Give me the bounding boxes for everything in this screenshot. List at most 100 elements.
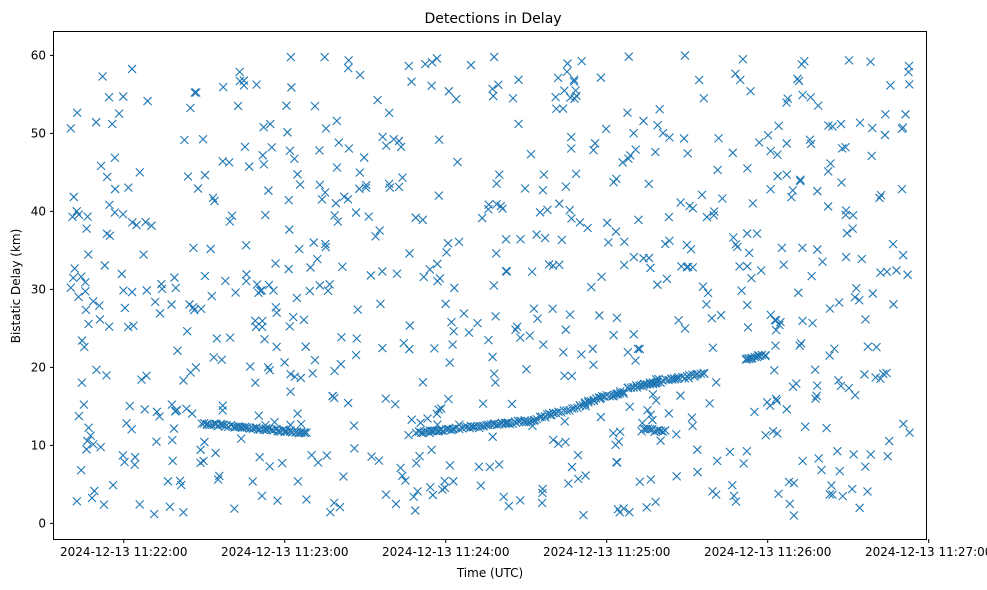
data-point <box>905 428 914 438</box>
data-point <box>714 133 724 143</box>
data-point <box>441 299 451 309</box>
data-point <box>405 249 414 258</box>
data-point <box>748 199 758 208</box>
data-point <box>315 146 324 155</box>
data-point <box>629 329 639 339</box>
data-point <box>756 266 766 275</box>
data-point <box>82 436 92 446</box>
x-axis-label: Time (UTC) <box>456 566 523 580</box>
data-point <box>501 266 511 276</box>
data-point <box>811 394 820 404</box>
data-point <box>127 424 137 434</box>
data-point <box>74 292 83 302</box>
data-point <box>76 465 86 475</box>
data-point <box>273 496 282 506</box>
data-point <box>849 449 858 459</box>
data-point <box>77 378 87 388</box>
data-point <box>825 304 835 314</box>
data-point <box>841 210 851 220</box>
y-tick-label: 50 <box>31 126 46 140</box>
data-point <box>255 286 265 296</box>
data-point <box>565 310 575 320</box>
data-point <box>68 212 77 222</box>
data-point <box>465 423 475 433</box>
data-point <box>416 428 426 438</box>
data-point <box>610 390 619 400</box>
data-point <box>494 460 504 469</box>
data-point <box>813 101 823 110</box>
data-point <box>284 195 294 205</box>
data-point <box>449 326 459 336</box>
data-point <box>527 267 537 277</box>
data-point <box>653 377 662 387</box>
data-point <box>832 446 842 456</box>
data-point <box>86 431 95 440</box>
data-point <box>198 134 208 144</box>
data-point <box>655 104 665 114</box>
data-point <box>875 193 884 203</box>
data-point <box>596 73 606 83</box>
data-point <box>612 313 622 323</box>
data-point <box>560 371 569 381</box>
data-point <box>255 452 265 462</box>
data-point <box>245 362 255 371</box>
data-point <box>473 318 482 328</box>
data-point <box>566 144 576 153</box>
data-point <box>742 446 752 456</box>
data-point <box>269 286 278 295</box>
data-point <box>658 427 668 436</box>
data-point <box>660 426 670 435</box>
data-point <box>901 109 910 119</box>
data-point <box>478 399 488 409</box>
data-point <box>612 457 621 467</box>
data-point <box>742 164 752 173</box>
data-point <box>141 217 150 227</box>
data-point <box>499 492 509 502</box>
data-point <box>623 347 633 357</box>
data-point <box>731 240 741 249</box>
data-point <box>343 63 353 73</box>
data-point <box>573 474 583 484</box>
y-tick-label: 0 <box>38 516 46 530</box>
data-point <box>225 333 235 343</box>
data-point <box>537 488 547 498</box>
data-point <box>648 415 657 425</box>
data-point <box>440 476 450 486</box>
data-point <box>857 254 867 264</box>
data-point <box>193 184 203 193</box>
data-point <box>250 378 260 388</box>
data-point <box>427 57 437 67</box>
data-point <box>569 77 579 86</box>
data-point <box>855 118 865 128</box>
x-tick-label: 2024-12-13 11:23:00 <box>221 545 348 559</box>
data-point <box>771 394 781 404</box>
data-point <box>187 409 197 418</box>
data-point <box>323 286 333 296</box>
data-point <box>186 368 196 377</box>
data-point <box>868 289 878 298</box>
data-point <box>454 424 464 434</box>
data-point <box>351 208 361 217</box>
data-point <box>602 218 612 228</box>
data-point <box>656 436 665 446</box>
data-point <box>554 407 563 417</box>
data-point <box>567 371 577 381</box>
data-point <box>94 301 104 311</box>
data-point <box>674 315 683 325</box>
data-point <box>782 404 792 414</box>
data-point <box>294 244 304 254</box>
data-point <box>664 408 674 418</box>
data-point <box>561 182 571 192</box>
data-point <box>142 371 151 381</box>
data-point <box>68 273 78 283</box>
data-point <box>122 418 131 428</box>
data-point <box>537 498 547 508</box>
data-point <box>418 215 428 225</box>
data-point <box>108 480 118 490</box>
data-point <box>660 239 670 249</box>
data-point <box>553 73 563 83</box>
data-point <box>867 151 877 161</box>
data-point <box>218 157 228 166</box>
data-point <box>325 507 335 517</box>
data-point <box>634 215 643 225</box>
